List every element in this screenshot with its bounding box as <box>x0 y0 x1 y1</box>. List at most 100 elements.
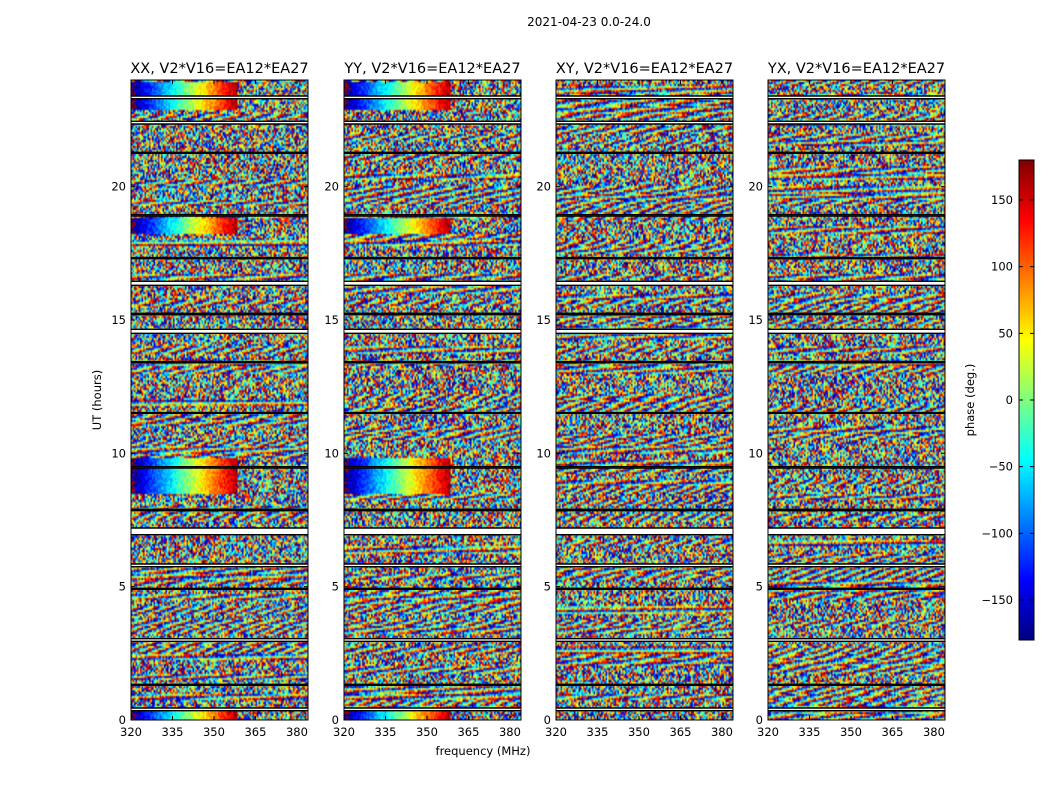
flagged-gap <box>556 564 733 567</box>
panel-frame <box>555 79 734 721</box>
x-tick-label: 380 <box>711 725 733 739</box>
panel-frame <box>767 79 946 721</box>
flagged-gap <box>344 708 521 711</box>
x-tick-label: 320 <box>545 725 567 739</box>
flagged-gap <box>344 564 521 567</box>
x-tick-label: 335 <box>587 725 609 739</box>
panels: XX, V2*V16=EA12*EA27 320 335 350 365 380 0 5 10 1… <box>111 61 946 739</box>
x-tick-label: 320 <box>120 725 142 739</box>
flagged-gap <box>556 281 733 286</box>
flagged-gap <box>556 121 733 124</box>
x-tick-label: 335 <box>162 725 184 739</box>
flagged-gap <box>344 329 521 334</box>
y-tick-label: 10 <box>536 446 551 460</box>
panel-title: YY, V2*V16=EA12*EA27 <box>343 61 520 77</box>
flagged-gap <box>556 329 733 334</box>
y-tick-label: 20 <box>748 180 763 194</box>
panel-frame <box>130 79 309 721</box>
flagged-gap <box>768 96 945 99</box>
colorbar-tick-label: 0 <box>1006 393 1013 407</box>
y-tick-label: 0 <box>756 713 763 727</box>
y-tick-label: 10 <box>111 446 126 460</box>
x-tick-label: 320 <box>757 725 779 739</box>
phase-heatmap <box>344 80 521 720</box>
panel-1: XX, V2*V16=EA12*EA27 320 335 350 365 380 0 5 10 1… <box>111 61 308 739</box>
phase-heatmap <box>131 80 308 720</box>
x-tick-label: 350 <box>840 725 862 739</box>
flagged-gap <box>131 528 308 535</box>
flagged-gap <box>768 329 945 334</box>
flagged-gap <box>131 638 308 642</box>
y-tick-label: 20 <box>111 180 126 194</box>
y-tick-label: 15 <box>111 313 126 327</box>
flagged-gap <box>768 638 945 642</box>
flagged-gap <box>344 281 521 286</box>
y-axis-label: UT (hours) <box>90 370 104 430</box>
y-tick-label: 15 <box>748 313 763 327</box>
flagged-gap <box>768 528 945 535</box>
colorbar-tick-label: −50 <box>989 460 1013 474</box>
x-tick-label: 350 <box>416 725 438 739</box>
x-tick-label: 380 <box>499 725 521 739</box>
x-tick-label: 365 <box>881 725 903 739</box>
x-axis-label: frequency (MHz) <box>436 744 531 758</box>
x-tick-label: 365 <box>669 725 691 739</box>
flagged-gap <box>344 638 521 642</box>
panel-title: XY, V2*V16=EA12*EA27 <box>556 61 733 77</box>
flagged-gap <box>344 96 521 99</box>
x-tick-label: 335 <box>375 725 397 739</box>
flagged-gap <box>131 708 308 711</box>
colorbar-tick-label: −100 <box>981 526 1013 540</box>
flagged-gap <box>344 528 521 535</box>
panel-4: YX, V2*V16=EA12*EA27 320 335 350 365 380 0 5 10 1… <box>748 61 946 739</box>
flagged-gap <box>131 329 308 334</box>
y-tick-label: 20 <box>324 180 339 194</box>
x-tick-label: 350 <box>203 725 225 739</box>
y-tick-label: 15 <box>536 313 551 327</box>
y-tick-label: 10 <box>324 446 339 460</box>
figure-title: 2021-04-23 0.0-24.0 <box>527 15 651 29</box>
panel-frame <box>343 79 522 721</box>
colorbar-tick-label: 50 <box>998 326 1013 340</box>
panel-title: XX, V2*V16=EA12*EA27 <box>130 61 308 77</box>
panel-title: YX, V2*V16=EA12*EA27 <box>767 61 945 77</box>
flagged-gap <box>131 96 308 99</box>
flagged-gap <box>131 281 308 286</box>
flagged-gap <box>768 121 945 124</box>
x-tick-label: 365 <box>457 725 479 739</box>
y-tick-label: 5 <box>332 580 339 594</box>
phase-heatmap <box>556 80 733 720</box>
flagged-gap <box>768 281 945 286</box>
x-tick-label: 365 <box>244 725 266 739</box>
y-tick-label: 15 <box>324 313 339 327</box>
colorbar-label: phase (deg.) <box>963 364 977 437</box>
x-tick-label: 380 <box>286 725 308 739</box>
x-tick-label: 350 <box>628 725 650 739</box>
colorbar-tick-label: −150 <box>981 593 1013 607</box>
flagged-gap <box>131 121 308 124</box>
x-tick-label: 380 <box>923 725 945 739</box>
y-tick-label: 5 <box>119 580 126 594</box>
flagged-gap <box>768 708 945 711</box>
panel-2: YY, V2*V16=EA12*EA27 320 335 350 365 380 0 5 10 1… <box>324 61 522 739</box>
phase-heatmap <box>768 80 945 720</box>
y-tick-label: 5 <box>544 580 551 594</box>
x-tick-label: 335 <box>799 725 821 739</box>
y-tick-label: 0 <box>119 713 126 727</box>
flagged-gap <box>344 121 521 124</box>
flagged-gap <box>768 564 945 567</box>
y-tick-label: 0 <box>544 713 551 727</box>
y-tick-label: 20 <box>536 180 551 194</box>
y-tick-label: 0 <box>332 713 339 727</box>
x-tick-label: 320 <box>333 725 355 739</box>
colorbar-tick-label: 100 <box>991 260 1013 274</box>
y-tick-label: 10 <box>748 446 763 460</box>
flagged-gap <box>556 96 733 99</box>
flagged-gap <box>131 564 308 567</box>
colorbar-tick-label: 150 <box>991 193 1013 207</box>
flagged-gap <box>556 708 733 711</box>
flagged-gap <box>556 638 733 642</box>
flagged-gap <box>556 528 733 535</box>
y-tick-label: 5 <box>756 580 763 594</box>
